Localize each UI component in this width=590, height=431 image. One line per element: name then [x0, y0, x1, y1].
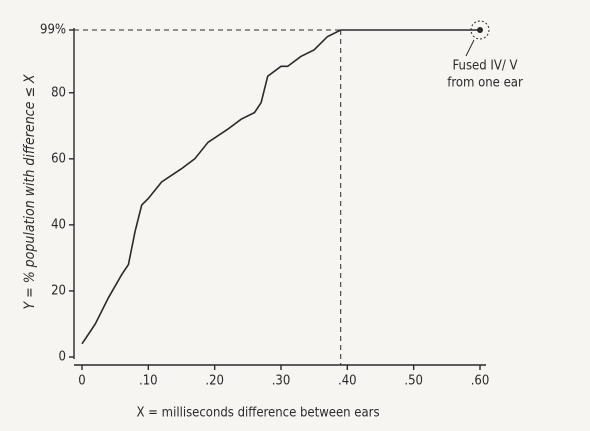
highlight-point — [477, 27, 483, 33]
x-tick-label: 0 — [78, 374, 85, 389]
y-axis-label: Y = % population with difference ≤ X — [22, 74, 38, 309]
y-tick-label: 80 — [51, 85, 66, 100]
x-tick-label: .30 — [272, 374, 291, 389]
highlight-circle — [470, 20, 490, 40]
y-tick-label: 60 — [51, 151, 66, 166]
y-tick-label: 0 — [59, 350, 66, 365]
annotation: from one ear — [447, 76, 523, 91]
x-tick-label: .40 — [338, 374, 357, 389]
x-tick-label: .10 — [139, 374, 158, 389]
annotation-arrow — [465, 39, 475, 57]
y-tick-label: 20 — [51, 283, 66, 298]
x-tick-label: .50 — [404, 374, 423, 389]
annotation: Fused IV/ V — [453, 59, 518, 74]
y-tick-label: 99% — [40, 23, 66, 38]
data-line — [81, 29, 480, 345]
x-axis-label: X = milliseconds difference between ears — [136, 406, 379, 421]
x-tick-label: .20 — [205, 374, 224, 389]
y-tick-label: 40 — [51, 217, 66, 232]
x-tick-label: .60 — [471, 374, 490, 389]
